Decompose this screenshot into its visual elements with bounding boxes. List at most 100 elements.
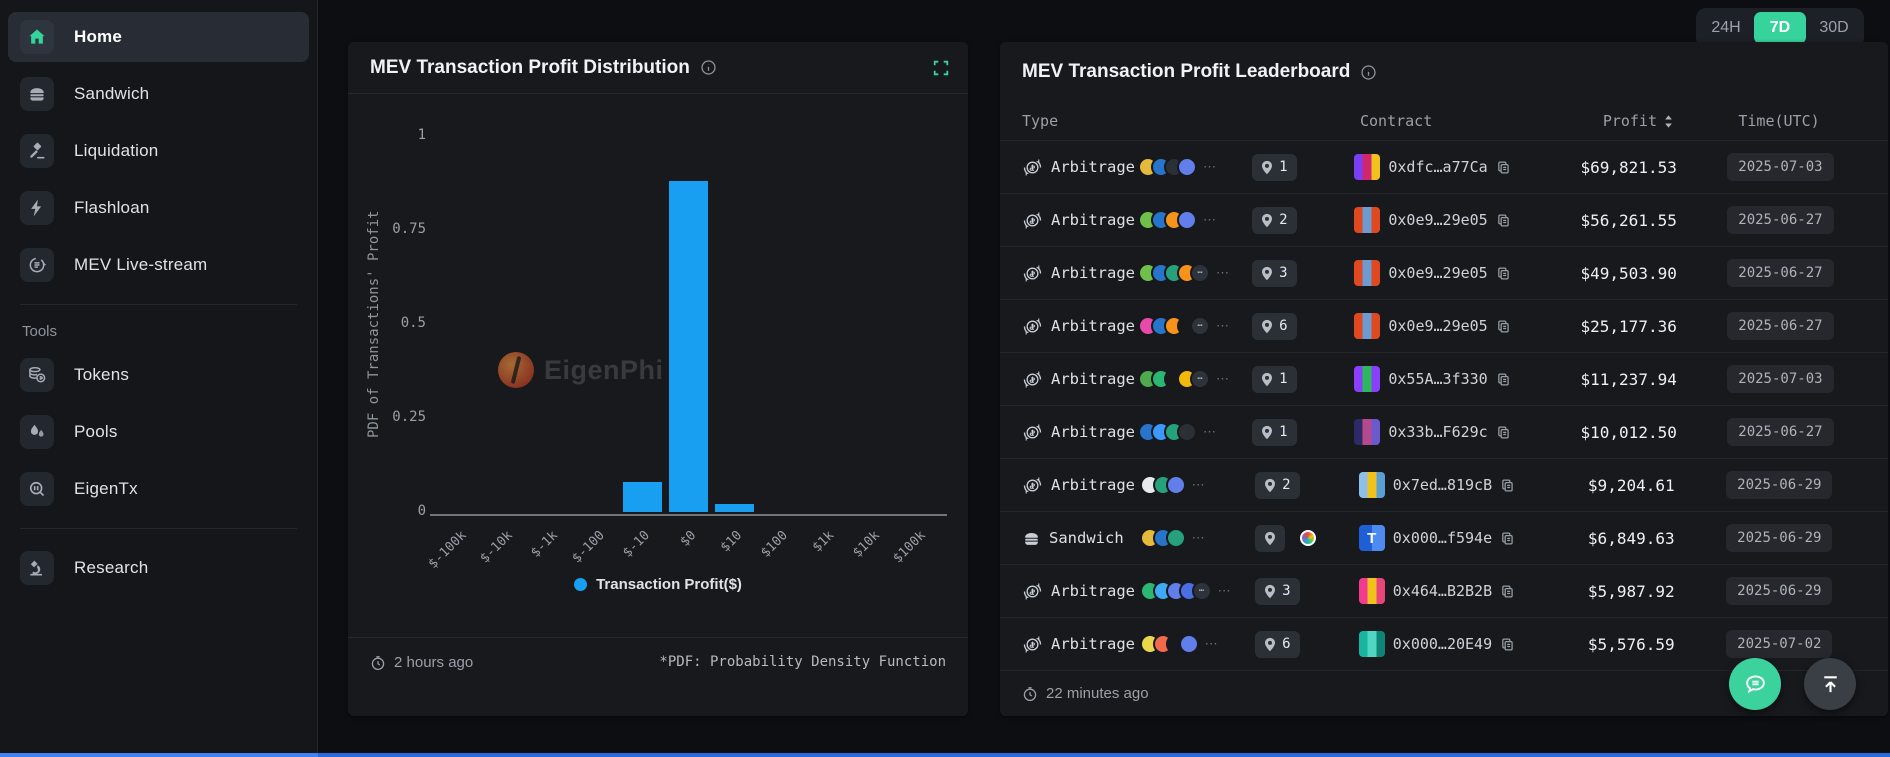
venue-pin-badge[interactable]: 3 — [1252, 259, 1297, 287]
info-icon[interactable] — [1360, 64, 1377, 81]
copy-icon[interactable] — [1496, 372, 1511, 387]
profit-value: $49,503.90 — [1580, 263, 1677, 283]
contract-address-link[interactable]: 0x000…20E49 — [1392, 635, 1493, 653]
date-badge: 2025-07-02 — [1726, 630, 1833, 658]
token-cluster: ⋯ — [1139, 475, 1256, 495]
table-row[interactable]: Sandwich ⋯ T 0x000…f594e $6,849.63 2025-06-29 — [1000, 511, 1888, 564]
y-tick-label: 0.75 — [392, 221, 426, 237]
contract-address-link[interactable]: 0x0e9…29e05 — [1388, 264, 1488, 282]
mev-type-label: Arbitrage — [1051, 370, 1135, 388]
contract-address-link[interactable]: 0x464…B2B2B — [1392, 582, 1493, 600]
pin-icon — [1261, 319, 1273, 334]
legend-label: Transaction Profit($) — [596, 576, 742, 593]
sidebar-item-research[interactable]: Research — [8, 543, 309, 593]
profit-value: $56,261.55 — [1580, 210, 1677, 230]
sidebar-item-mev-live-stream[interactable]: MEV Live-stream — [8, 240, 309, 290]
time-range-option-30d[interactable]: 30D — [1819, 19, 1849, 36]
copy-icon[interactable] — [1500, 531, 1515, 546]
sidebar-divider — [20, 304, 297, 305]
contract-address-link[interactable]: 0x0e9…29e05 — [1388, 317, 1488, 335]
back-to-top-button[interactable] — [1804, 658, 1856, 710]
pin-icon — [1264, 637, 1276, 652]
bottom-scrollbar[interactable] — [0, 753, 1890, 757]
bar-$-10 — [622, 481, 663, 512]
sandwich-type-icon — [1022, 529, 1041, 548]
venue-count: 2 — [1282, 477, 1291, 493]
x-tick-label: $-10 — [620, 528, 654, 561]
venue-pin-badge[interactable]: 6 — [1252, 312, 1297, 340]
copy-icon[interactable] — [1496, 319, 1511, 334]
mev-type-label: Arbitrage — [1051, 211, 1135, 229]
venue-pin-badge[interactable]: 6 — [1255, 630, 1300, 658]
sidebar-item-pools[interactable]: Pools — [8, 407, 309, 457]
copy-icon[interactable] — [1496, 213, 1511, 228]
sidebar-item-label: Research — [74, 558, 149, 577]
table-row[interactable]: Arbitrage ⋯ 1 0xdfc…a77Ca $69,821.53 2025-07-… — [1000, 140, 1888, 193]
venue-pin-badge[interactable] — [1255, 524, 1286, 552]
contract-identicon — [1354, 207, 1381, 233]
venue-pin-badge[interactable]: 1 — [1252, 365, 1297, 393]
contract-address-link[interactable]: 0x7ed…819cB — [1392, 476, 1493, 494]
sidebar-item-sandwich[interactable]: Sandwich — [8, 69, 309, 119]
venue-pin-badge[interactable]: 1 — [1252, 418, 1297, 446]
time-range-option-7d[interactable]: 7D — [1754, 12, 1806, 44]
date-badge: 2025-06-29 — [1726, 524, 1833, 552]
copy-icon[interactable] — [1496, 425, 1511, 440]
chart-panel-title: MEV Transaction Profit Distribution — [370, 56, 690, 78]
token-cluster: ⋯ ⋯ — [1138, 263, 1252, 283]
contract-address-link[interactable]: 0x33b…F629c — [1388, 423, 1488, 441]
table-row[interactable]: Arbitrage ⋯ 2 0x7ed…819cB $9,204.61 2025-06-2… — [1000, 458, 1888, 511]
support-chat-button[interactable] — [1729, 658, 1781, 710]
contract-address-link[interactable]: 0xdfc…a77Ca — [1388, 158, 1488, 176]
contract-identicon — [1354, 419, 1381, 445]
sidebar-item-label: MEV Live-stream — [74, 255, 208, 274]
contract-address-link[interactable]: 0x55A…3f330 — [1388, 370, 1488, 388]
contract-address-link[interactable]: 0x000…f594e — [1392, 529, 1493, 547]
venue-pin-badge[interactable]: 2 — [1252, 206, 1297, 234]
copy-icon[interactable] — [1500, 637, 1515, 652]
sidebar-item-tokens[interactable]: Tokens — [8, 350, 309, 400]
copy-icon[interactable] — [1500, 478, 1515, 493]
sort-icon[interactable] — [1663, 114, 1674, 129]
table-row[interactable]: Arbitrage ⋯ ⋯ 6 0x0e9…29e05 $25,177.36 2025-06… — [1000, 299, 1888, 352]
sidebar-item-eigentx[interactable]: EigenTx — [8, 464, 309, 514]
table-row[interactable]: Arbitrage ⋯ 6 0x000…20E49 $5,576.59 2025-07-0… — [1000, 617, 1888, 670]
profit-value: $10,012.50 — [1580, 422, 1677, 442]
sidebar-item-label: Home — [74, 27, 123, 46]
table-row[interactable]: Arbitrage ⋯ 2 0x0e9…29e05 $56,261.55 2025-06-… — [1000, 193, 1888, 246]
sidebar-item-label: Sandwich — [74, 84, 150, 103]
copy-icon[interactable] — [1500, 584, 1515, 599]
sidebar-item-flashloan[interactable]: Flashloan — [8, 183, 309, 233]
table-row[interactable]: Arbitrage ⋯ ⋯ 3 0x0e9…29e05 $49,503.90 2025-06… — [1000, 246, 1888, 299]
eigenphi-logo-icon — [498, 352, 534, 388]
sidebar-item-liquidation[interactable]: Liquidation — [8, 126, 309, 176]
token-icon — [1177, 157, 1198, 177]
leaderboard-updated: 22 minutes ago — [1022, 685, 1149, 702]
tokens-ellipsis: ⋯ — [1191, 477, 1206, 492]
table-row[interactable]: Arbitrage ⋯ ⋯ 3 0x464…B2B2B $5,987.92 2025-06-… — [1000, 564, 1888, 617]
contract-identicon: T — [1358, 525, 1385, 551]
mev-type-label: Arbitrage — [1051, 317, 1135, 335]
info-icon[interactable] — [700, 59, 717, 76]
venue-pin-badge[interactable]: 1 — [1252, 153, 1297, 181]
venue-pin-badge[interactable]: 3 — [1255, 577, 1300, 605]
table-row[interactable]: Arbitrage ⋯ ⋯ 1 0x55A…3f330 $11,237.94 2025-07… — [1000, 352, 1888, 405]
table-row[interactable]: Arbitrage ⋯ 1 0x33b…F629c $10,012.50 2025-06-… — [1000, 405, 1888, 458]
pin-icon — [1261, 372, 1273, 387]
sidebar-tools-section: Tokens Pools EigenTx — [0, 350, 317, 514]
venue-pin-badge[interactable]: 2 — [1255, 471, 1300, 499]
chart-legend[interactable]: Transaction Profit($) — [348, 576, 968, 593]
more-tokens-icon: ⋯ — [1190, 369, 1211, 389]
contract-address-link[interactable]: 0x0e9…29e05 — [1388, 211, 1488, 229]
copy-icon[interactable] — [1496, 160, 1511, 175]
copy-icon[interactable] — [1496, 266, 1511, 281]
expand-icon[interactable] — [932, 59, 950, 77]
time-range-selector: 24H 7D 30D — [1696, 8, 1864, 48]
arbitrage-icon — [1022, 422, 1043, 443]
arbitrage-icon — [1022, 581, 1043, 602]
column-header-time: Time(UTC) — [1738, 112, 1820, 130]
profit-value: $25,177.36 — [1580, 316, 1677, 336]
date-badge: 2025-07-03 — [1727, 153, 1834, 181]
sidebar-item-home[interactable]: Home — [8, 12, 309, 62]
time-range-option-24h[interactable]: 24H — [1711, 19, 1741, 36]
